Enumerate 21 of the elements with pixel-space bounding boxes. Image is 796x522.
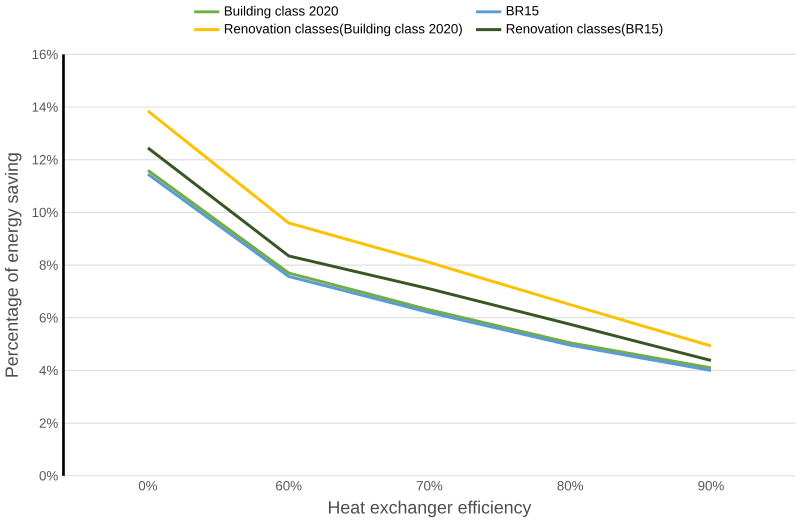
line-series	[146, 110, 712, 348]
y-tick-label: 0%	[40, 471, 58, 481]
y-tick-label: 4%	[39, 366, 58, 376]
legend-label: Renovation classes(Building class 2020)	[224, 24, 462, 36]
x-axis-title: Heat exchanger efficiency	[328, 500, 532, 518]
x-tick-label: 0%	[138, 481, 158, 490]
x-tick-label: 90%	[698, 481, 724, 490]
y-tick-label: 16%	[32, 50, 58, 60]
y-tick-label: 8%	[40, 260, 58, 270]
x-tick-label: 80%	[557, 481, 584, 490]
y-axis-title: Percentage of energy saving	[4, 153, 22, 377]
legend-label: Renovation classes(BR15)	[506, 24, 662, 36]
y-tick-label: 2%	[40, 418, 58, 428]
y-tick-label: 10%	[32, 208, 58, 218]
x-tick-label: 60%	[276, 481, 302, 490]
y-tick-label: 12%	[32, 155, 58, 164]
y-tick-label: 14%	[32, 102, 58, 112]
legend-label: BR15	[506, 6, 538, 16]
y-tick-label: 6%	[40, 313, 58, 322]
legend-label: Building class 2020	[224, 6, 338, 18]
x-tick-label: 70%	[416, 481, 442, 490]
